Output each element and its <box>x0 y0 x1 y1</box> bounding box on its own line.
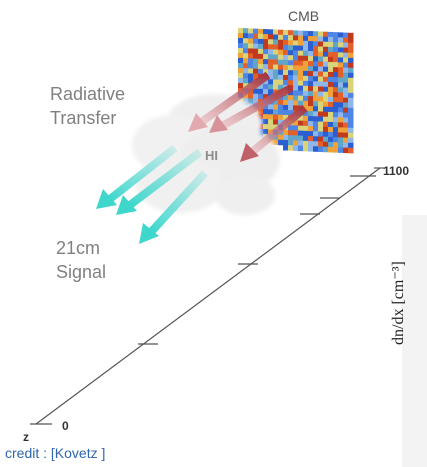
incoming-arrow <box>188 71 271 132</box>
credit-text: credit : [Kovetz ] <box>5 445 106 461</box>
cmb-label: CMB <box>288 8 320 24</box>
axis-top-tick-label: 1100 <box>383 164 410 178</box>
side-plot-ylabel: dn/dx [cm⁻³] <box>390 261 407 345</box>
outgoing-arrow <box>96 144 178 209</box>
redshift-axis <box>30 167 384 425</box>
axis-variable-label: z <box>23 430 29 444</box>
outgoing-arrows <box>96 144 208 244</box>
outgoing-arrow <box>116 148 203 215</box>
incoming-arrow <box>240 104 308 162</box>
signal-line-2: Signal <box>56 262 107 282</box>
signal-line-1: 21cm <box>56 238 101 258</box>
cmb-map <box>238 28 354 154</box>
incoming-arrow <box>209 84 293 133</box>
radiative-transfer-line-1: Radiative <box>50 84 126 104</box>
radiative-transfer-line-2: Transfer <box>50 108 117 128</box>
radiative-transfer-label: Radiative Transfer <box>50 82 125 130</box>
incoming-arrows <box>188 71 308 162</box>
signal-label: 21cm Signal <box>56 236 106 284</box>
side-plot-panel <box>402 215 427 467</box>
hi-label: HI <box>205 148 218 163</box>
axis-bottom-tick-label: 0 <box>62 419 69 433</box>
outgoing-arrow <box>139 170 208 244</box>
